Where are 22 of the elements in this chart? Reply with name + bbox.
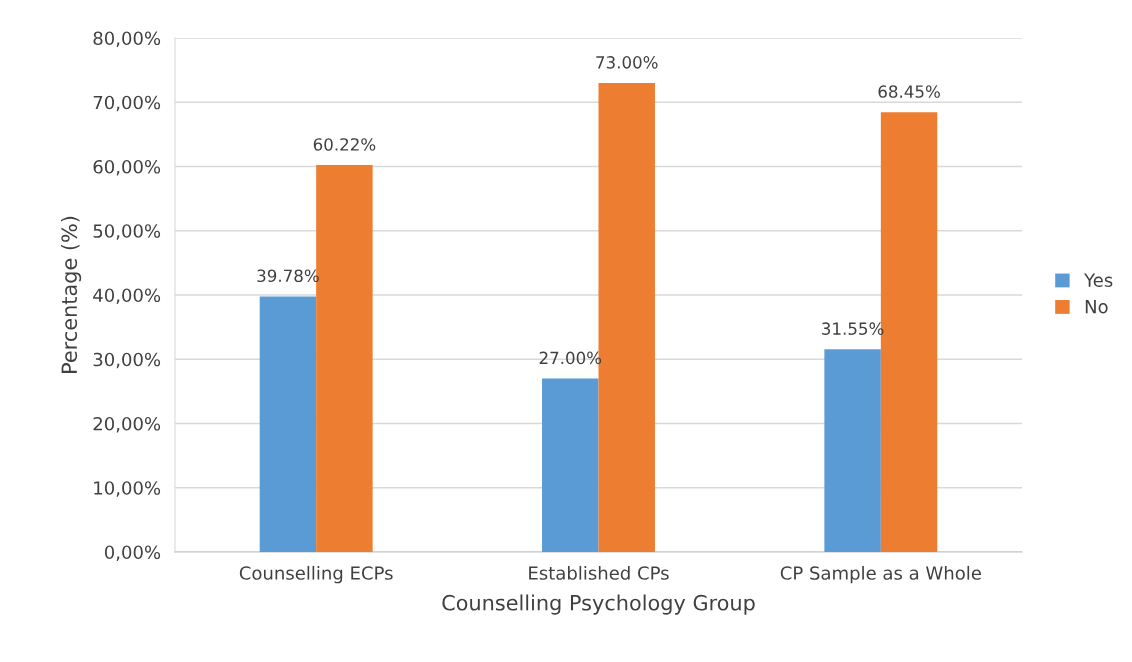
y-tick-label: 80,00% bbox=[93, 31, 161, 47]
data-label: 68.45% bbox=[878, 85, 940, 98]
legend-label: No bbox=[1085, 300, 1108, 314]
bar bbox=[259, 296, 317, 552]
y-tick-label: 20,00% bbox=[93, 416, 161, 433]
data-label: 60.22% bbox=[313, 138, 376, 151]
y-tick-label: 30,00% bbox=[93, 352, 161, 369]
x-tick-label: Established CPs bbox=[529, 565, 669, 580]
y-axis-title: Percentage (%) bbox=[61, 216, 82, 373]
y-tick-label: 50,00% bbox=[93, 224, 161, 240]
y-tick-label: 0,00% bbox=[104, 545, 161, 561]
bar bbox=[542, 378, 599, 552]
legend-label: Yes bbox=[1084, 273, 1113, 287]
x-tick-label: Counselling ECPs bbox=[239, 565, 393, 584]
x-tick-label: CP Sample as a Whole bbox=[780, 565, 981, 584]
bar bbox=[824, 349, 881, 552]
x-axis-title: Counselling Psychology Group bbox=[442, 594, 755, 615]
data-label: 73.00% bbox=[596, 56, 658, 69]
y-tick-label: 60,00% bbox=[93, 159, 161, 176]
y-tick-label: 10,00% bbox=[94, 481, 161, 497]
y-tick-label: 70,00% bbox=[93, 95, 161, 112]
y-tick-label: 40,00% bbox=[93, 288, 161, 304]
